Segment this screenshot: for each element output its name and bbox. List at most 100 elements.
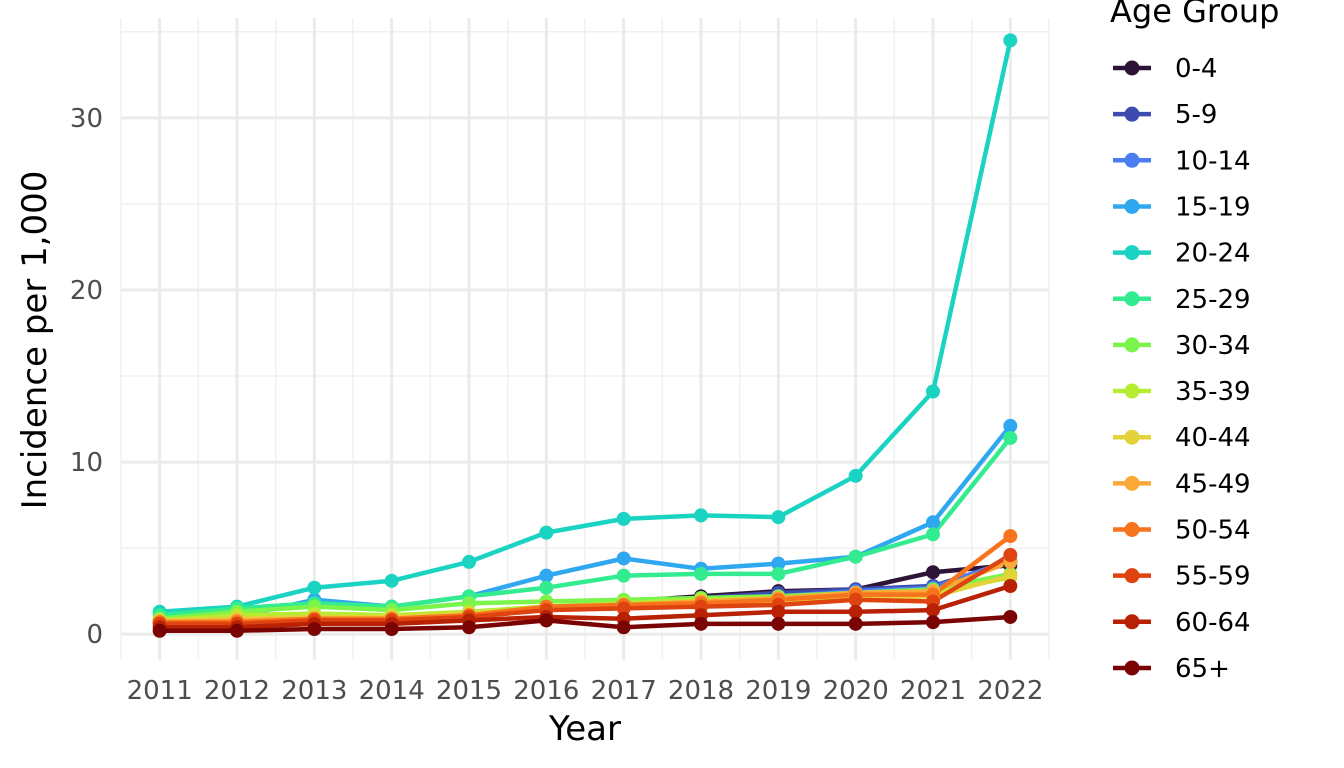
x-tick-label: 2017 — [591, 676, 657, 706]
series-line-65+ — [157, 614, 1013, 633]
legend-key-point — [1124, 475, 1140, 491]
legend-label: 50-54 — [1175, 516, 1251, 546]
x-tick-label: 2018 — [668, 676, 734, 706]
data-point-20-24 — [462, 554, 476, 569]
legend-key-point — [1124, 568, 1140, 584]
y-tick-label: 10 — [70, 448, 103, 478]
series-line-20-24 — [157, 38, 1013, 615]
y-tick-label: 0 — [86, 620, 103, 650]
data-point-15-19 — [616, 551, 631, 566]
data-point-55-59 — [848, 592, 863, 607]
legend-key-point — [1124, 429, 1140, 445]
legend-item-5-9: 5-9 — [1113, 100, 1217, 130]
legend-key-point — [1124, 614, 1140, 630]
legend-item-10-14: 10-14 — [1113, 146, 1251, 176]
data-point-15-19 — [771, 556, 786, 571]
legend-label: 10-14 — [1175, 146, 1251, 176]
data-point-20-24 — [539, 525, 554, 540]
data-point-25-29 — [848, 549, 863, 564]
series-lines — [157, 38, 1013, 633]
data-point-25-29 — [1003, 430, 1018, 445]
legend-label: 30-34 — [1175, 331, 1251, 361]
legend-label: 25-29 — [1175, 285, 1251, 315]
data-point-65+ — [384, 622, 399, 637]
data-point-20-24 — [771, 510, 786, 525]
legend-item-40-44: 40-44 — [1113, 423, 1251, 453]
y-tick-label: 20 — [70, 276, 103, 306]
legend-item-0-4: 0-4 — [1113, 54, 1217, 84]
data-point-20-24 — [616, 511, 631, 526]
data-point-60-64 — [771, 604, 786, 619]
x-tick-label: 2012 — [204, 676, 270, 706]
legend-label: 40-44 — [1175, 423, 1251, 453]
legend-key-point — [1124, 337, 1140, 353]
x-tick-label: 2013 — [281, 676, 347, 706]
legend-label: 35-39 — [1175, 377, 1251, 407]
legend-key-point — [1124, 383, 1140, 399]
legend: 0-4 5-9 10-14 15-19 20-24 25-29 30-34 35-39 40-4… — [1113, 54, 1251, 684]
x-tick-label: 2016 — [513, 676, 579, 706]
data-point-65+ — [230, 623, 244, 638]
data-point-20-24 — [1003, 33, 1018, 48]
legend-label: 15-19 — [1175, 192, 1251, 222]
data-point-65+ — [771, 616, 786, 631]
data-point-40-44 — [1003, 568, 1018, 583]
data-point-55-59 — [1003, 548, 1018, 563]
data-point-60-64 — [848, 604, 863, 619]
series-points — [152, 33, 1018, 638]
legend-item-50-54: 50-54 — [1113, 516, 1251, 546]
legend-item-35-39: 35-39 — [1113, 377, 1251, 407]
legend-item-20-24: 20-24 — [1113, 239, 1251, 269]
legend-label: 45-49 — [1175, 469, 1251, 499]
data-point-25-29 — [926, 527, 940, 542]
x-tick-label: 2015 — [436, 676, 502, 706]
x-tick-label: 2011 — [127, 676, 193, 706]
data-point-65+ — [307, 622, 322, 637]
data-point-15-19 — [1003, 418, 1018, 433]
data-point-20-24 — [926, 384, 940, 399]
data-point-65+ — [152, 623, 167, 638]
data-point-60-64 — [926, 603, 940, 618]
data-point-55-59 — [616, 601, 631, 616]
x-tick-label: 2020 — [823, 676, 889, 706]
data-point-25-29 — [771, 566, 786, 581]
data-point-15-19 — [539, 568, 554, 583]
legend-key-point — [1124, 291, 1140, 307]
legend-label: 60-64 — [1175, 608, 1251, 638]
legend-item-45-49: 45-49 — [1113, 469, 1251, 499]
data-point-65+ — [848, 616, 863, 631]
legend-key-point — [1124, 660, 1140, 676]
y-axis-title: Incidence per 1,000 — [15, 171, 55, 510]
y-tick-label: 30 — [70, 104, 103, 134]
legend-key-point — [1124, 522, 1140, 537]
legend-item-15-19: 15-19 — [1113, 192, 1251, 222]
data-point-0-4 — [926, 565, 940, 580]
legend-key-point — [1124, 198, 1140, 214]
data-point-65+ — [539, 613, 554, 628]
legend-key-point — [1124, 106, 1140, 122]
x-axis-title: Year — [548, 709, 621, 749]
legend-key-point — [1124, 152, 1140, 168]
legend-key-point — [1124, 60, 1140, 76]
grid-minor — [120, 18, 1050, 660]
legend-item-25-29: 25-29 — [1113, 285, 1251, 315]
data-point-20-24 — [848, 468, 863, 483]
legend-label: 0-4 — [1175, 54, 1217, 84]
series-line-55-59 — [157, 552, 1013, 627]
legend-item-60-64: 60-64 — [1113, 608, 1251, 638]
legend-label: 5-9 — [1175, 100, 1217, 130]
legend-title: Age Group — [1110, 0, 1279, 30]
legend-key-point — [1124, 245, 1140, 261]
legend-label: 55-59 — [1175, 562, 1251, 592]
x-tick-label: 2022 — [977, 676, 1043, 706]
x-tick-label: 2019 — [745, 676, 811, 706]
data-point-15-19 — [926, 515, 940, 530]
series-line-60-64 — [157, 583, 1013, 630]
data-point-65+ — [462, 620, 476, 635]
y-axis-tick-labels: 0 10 20 30 — [70, 104, 103, 650]
data-point-20-24 — [694, 508, 708, 523]
series-line-25-29 — [157, 435, 1013, 618]
data-point-20-24 — [307, 580, 322, 595]
legend-item-55-59: 55-59 — [1113, 562, 1251, 592]
